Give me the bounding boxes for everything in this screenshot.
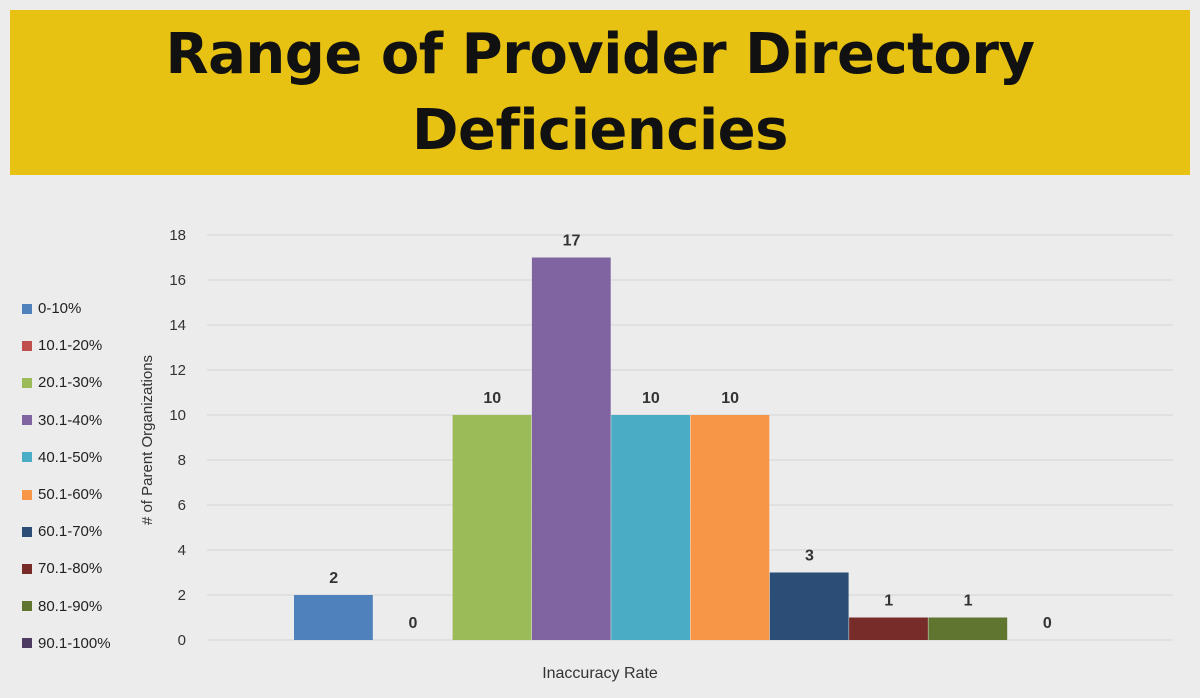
legend-item: 50.1-60%: [22, 476, 172, 513]
x-axis-title: Inaccuracy Rate: [542, 665, 658, 682]
legend-label: 80.1-90%: [38, 597, 103, 615]
chart-legend: 0-10% 10.1-20% 20.1-30% 30.1-40% 40.1-50% 50.…: [22, 290, 172, 662]
data-label: 1: [964, 593, 973, 610]
data-label: 0: [1043, 615, 1052, 632]
data-label: 1: [884, 593, 893, 610]
legend-label: 30.1-40%: [38, 411, 103, 429]
legend-swatch: [22, 601, 32, 612]
data-label: 0: [408, 615, 417, 632]
data-label: 10: [483, 390, 501, 407]
y-tick-label: 10: [169, 407, 186, 424]
bar-70.1-80%: [849, 617, 928, 640]
legend-swatch: [22, 638, 32, 649]
bar-0-10%: [294, 595, 373, 640]
y-tick-label: 14: [169, 317, 186, 334]
legend-item: 40.1-50%: [22, 439, 172, 476]
legend-item: 90.1-100%: [22, 625, 172, 662]
y-tick-label: 18: [169, 227, 186, 244]
chart-title-line-1: Range of Provider Directory: [165, 21, 1035, 87]
data-label: 3: [805, 548, 814, 565]
y-tick-label: 2: [178, 587, 186, 604]
legend-item: 70.1-80%: [22, 550, 172, 587]
y-tick-label: 8: [178, 452, 186, 469]
legend-label: 70.1-80%: [38, 560, 103, 578]
legend-label: 50.1-60%: [38, 486, 103, 504]
legend-label: 20.1-30%: [38, 374, 103, 392]
title-banner: Range of Provider Directory Deficiencies: [10, 10, 1190, 175]
data-label: 10: [642, 390, 660, 407]
legend-label: 40.1-50%: [38, 448, 103, 466]
chart-title-line-2: Deficiencies: [412, 97, 788, 163]
legend-label: 10.1-20%: [38, 337, 103, 355]
bar-20.1-30%: [452, 415, 532, 640]
legend-item: 30.1-40%: [22, 402, 172, 439]
legend-item: 0-10%: [22, 290, 172, 327]
legend-item: 80.1-90%: [22, 588, 172, 625]
bar-40.1-50%: [611, 415, 690, 640]
bar-50.1-60%: [690, 415, 770, 640]
bar-60.1-70%: [769, 572, 849, 640]
y-axis-title: # of Parent Organizations: [139, 355, 156, 525]
legend-swatch: [22, 340, 32, 351]
legend-label: 0-10%: [38, 300, 82, 318]
y-tick-label: 4: [178, 542, 186, 559]
legend-swatch: [22, 489, 32, 500]
data-label: 10: [721, 390, 739, 407]
data-label: 2: [329, 570, 338, 587]
y-tick-label: 16: [169, 272, 186, 289]
data-label: 17: [563, 233, 581, 250]
legend-item: 20.1-30%: [22, 364, 172, 401]
legend-item: 60.1-70%: [22, 513, 172, 550]
legend-swatch: [22, 563, 32, 574]
legend-label: 60.1-70%: [38, 523, 103, 541]
y-tick-label: 6: [178, 497, 186, 514]
legend-swatch: [22, 452, 32, 463]
legend-item: 10.1-20%: [22, 327, 172, 364]
y-tick-label: 12: [169, 362, 186, 379]
legend-label: 90.1-100%: [38, 634, 111, 652]
bar-30.1-40%: [531, 257, 611, 640]
legend-swatch: [22, 303, 32, 314]
bar-80.1-90%: [928, 617, 1008, 640]
y-tick-label: 0: [178, 632, 186, 649]
legend-swatch: [22, 377, 32, 388]
legend-swatch: [22, 526, 32, 537]
legend-swatch: [22, 415, 32, 426]
